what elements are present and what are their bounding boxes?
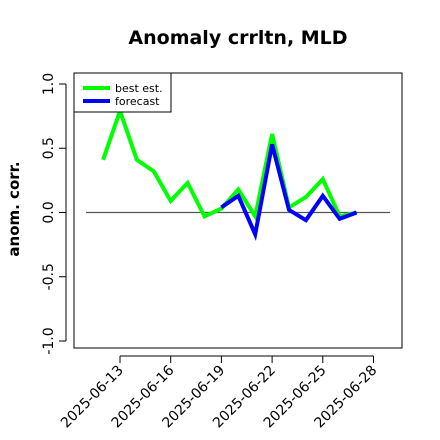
- y-axis-label: anom. corr.: [5, 161, 23, 256]
- y-tick-label: 0.0: [41, 201, 57, 223]
- y-tick-label: -1.0: [41, 327, 57, 354]
- series-group: [101, 104, 358, 242]
- x-axis: 2025-06-132025-06-162025-06-192025-06-22…: [58, 355, 380, 431]
- y-axis: -1.0 -0.5 0.0 0.5 1.0: [41, 73, 67, 355]
- legend-box: [73, 72, 172, 113]
- series-line-forecast: [220, 143, 358, 242]
- y-tick-label: 0.5: [41, 137, 57, 159]
- plot-area: [73, 72, 403, 349]
- legend-label-best-est: best est.: [115, 82, 163, 95]
- chart-title: Anomaly crrltn, MLD: [128, 27, 347, 49]
- legend-label-forecast: forecast: [115, 95, 160, 108]
- series-line-best-est: [101, 104, 358, 222]
- y-tick-label: 1.0: [41, 73, 57, 95]
- y-tick-label: -0.5: [41, 263, 57, 290]
- legend: best est. forecast: [73, 72, 172, 113]
